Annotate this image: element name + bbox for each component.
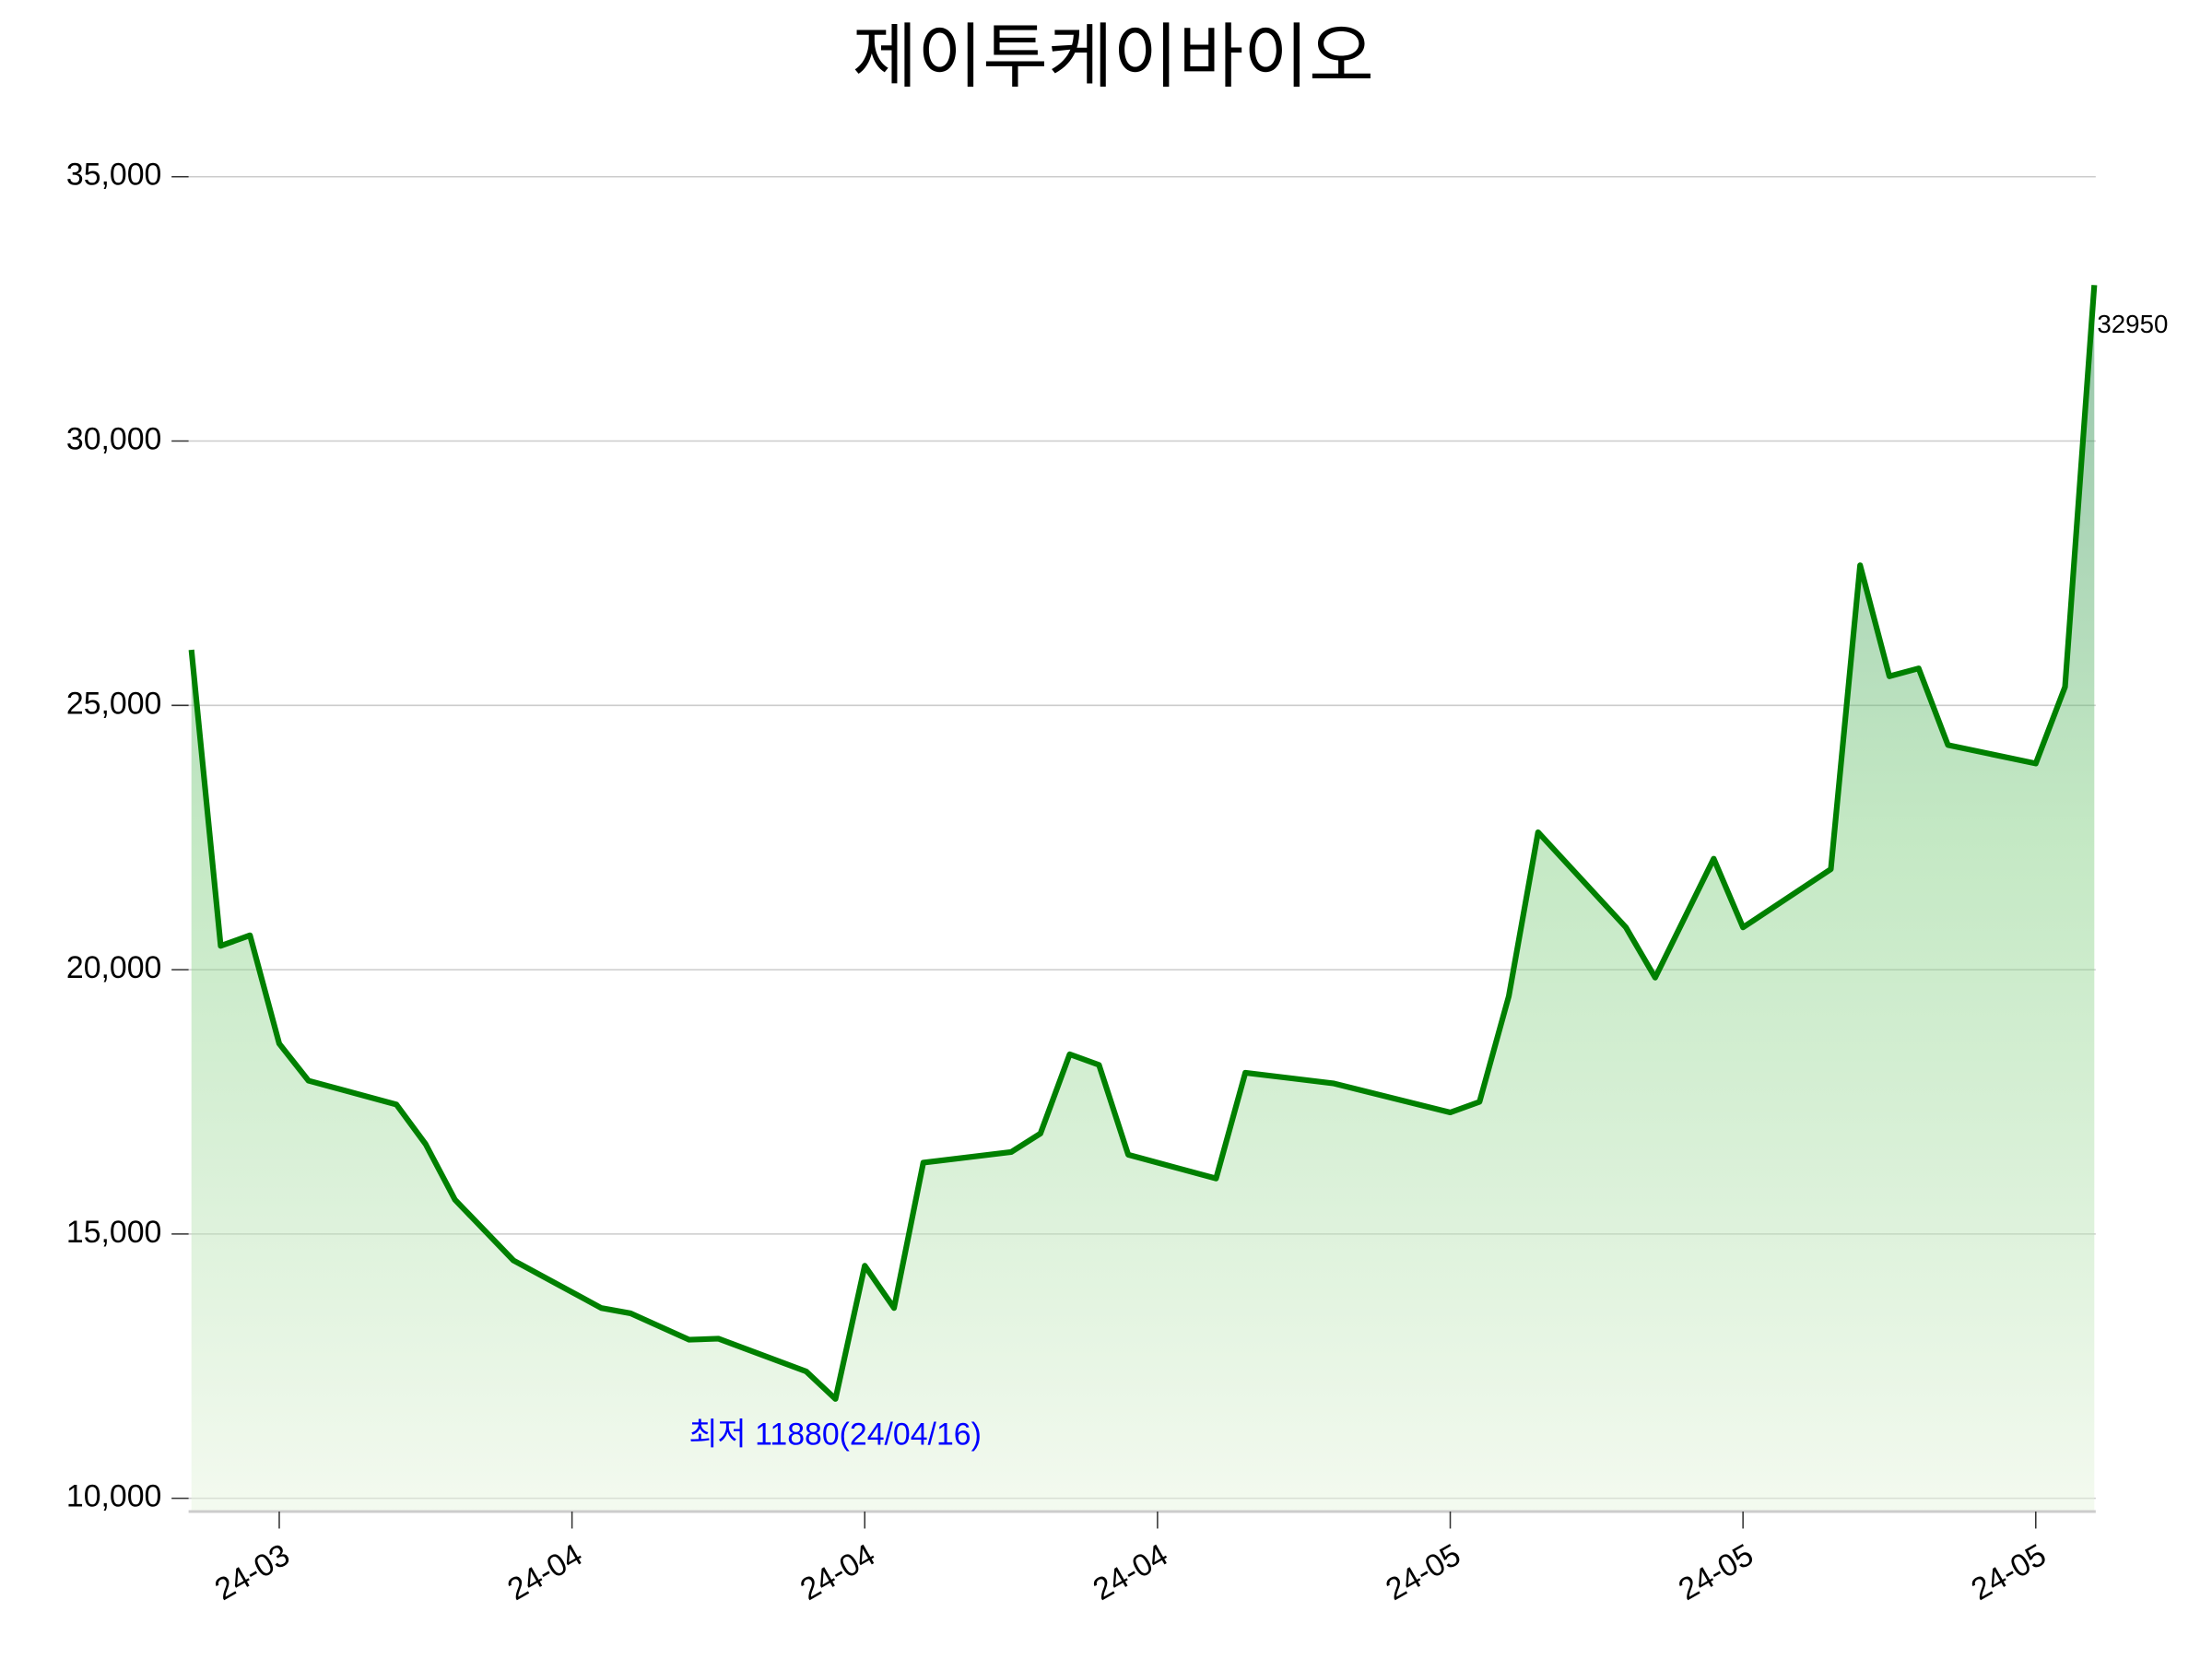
y-tick-label: 35,000 [66,158,161,193]
y-tick-label: 30,000 [66,421,161,456]
y-tick-label: 10,000 [66,1479,161,1514]
line [188,285,2098,1402]
y-tick-label: 15,000 [66,1215,161,1250]
x-tick-label: 24-04 [1088,1537,1174,1607]
min-label: 최저 11880(24/04/16) [688,1417,981,1452]
x-tick-label: 24-04 [794,1537,881,1607]
area [191,285,2095,1512]
x-tick-label: 24-04 [501,1537,588,1607]
chart-title: 제이투케이바이오 [853,18,1374,97]
x-tick-label: 24-05 [1380,1537,1466,1607]
end-label: 32950 [2097,310,2168,338]
x-tick-label: 24-05 [1673,1537,1759,1607]
y-tick-label: 25,000 [66,686,161,721]
x-tick-label: 24-03 [209,1537,296,1607]
x-tick-label: 24-05 [1966,1537,2053,1607]
y-tick-label: 20,000 [66,950,161,985]
